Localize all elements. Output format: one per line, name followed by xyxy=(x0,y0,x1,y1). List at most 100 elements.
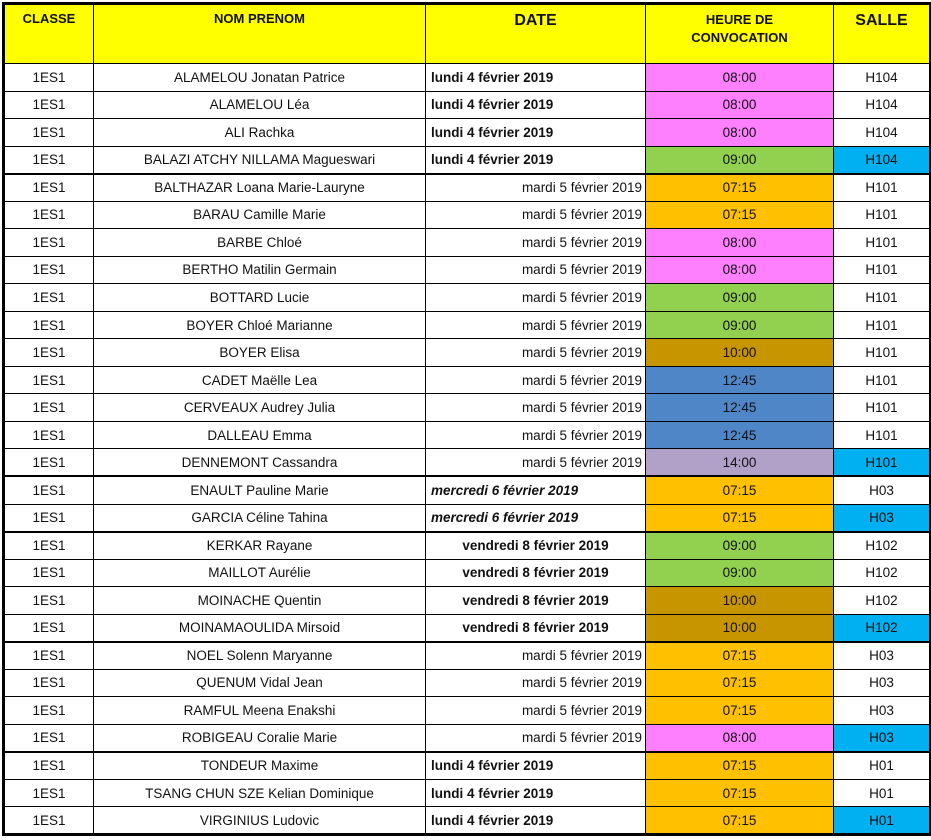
cell-classe: 1ES1 xyxy=(3,558,94,588)
cell-salle: H01 xyxy=(833,750,931,780)
cell-salle: H03 xyxy=(833,640,931,670)
cell-classe: 1ES1 xyxy=(3,586,94,615)
cell-nom: BOTTARD Lucie xyxy=(93,283,426,312)
cell-heure: 08:00 xyxy=(645,118,834,147)
cell-salle: H101 xyxy=(833,310,931,340)
cell-salle: H102 xyxy=(833,586,931,615)
cell-classe: 1ES1 xyxy=(3,283,94,312)
cell-salle: H03 xyxy=(833,503,931,533)
cell-heure: 09:00 xyxy=(645,283,834,312)
cell-date: mardi 5 février 2019 xyxy=(425,365,646,395)
cell-heure: 09:00 xyxy=(645,530,834,560)
cell-salle: H102 xyxy=(833,558,931,588)
cell-classe: 1ES1 xyxy=(3,420,94,450)
table-row: 1ES1 MOINAMAOULIDA Mirsoid vendredi 8 févr… xyxy=(3,613,931,643)
table-row: 1ES1 VIRGINIUS Ludovic lundi 4 février 201… xyxy=(3,806,931,835)
cell-nom: BALTHAZAR Loana Marie-Lauryne xyxy=(93,172,426,202)
cell-nom: RAMFUL Meena Enakshi xyxy=(93,696,426,725)
cell-heure: 07:15 xyxy=(645,778,834,808)
table-row: 1ES1 BERTHO Matilin Germain mardi 5 févrie… xyxy=(3,255,931,285)
cell-date: mardi 5 février 2019 xyxy=(425,668,646,698)
cell-salle: H101 xyxy=(833,255,931,285)
cell-salle: H101 xyxy=(833,393,931,422)
cell-heure: 08:00 xyxy=(645,63,834,92)
cell-heure: 09:00 xyxy=(645,558,834,588)
cell-salle: H101 xyxy=(833,283,931,312)
cell-nom: MAILLOT Aurélie xyxy=(93,558,426,588)
cell-date: mardi 5 février 2019 xyxy=(425,448,646,477)
cell-date: mardi 5 février 2019 xyxy=(425,310,646,340)
table-row: 1ES1 CERVEAUX Audrey Julia mardi 5 février… xyxy=(3,393,931,422)
column-header-date: DATE xyxy=(425,3,646,64)
column-header-heure-de-convocation: HEURE DE CONVOCATION xyxy=(645,3,834,64)
cell-salle: H104 xyxy=(833,118,931,147)
cell-date: mardi 5 février 2019 xyxy=(425,338,646,367)
cell-date: vendredi 8 février 2019 xyxy=(425,613,646,643)
table-row: 1ES1 BARAU Camille Marie mardi 5 février 2… xyxy=(3,200,931,230)
table-row: 1ES1 ALAMELOU Léa lundi 4 février 2019 08:0… xyxy=(3,90,931,120)
cell-date: lundi 4 février 2019 xyxy=(425,806,646,835)
cell-date: mardi 5 février 2019 xyxy=(425,420,646,450)
cell-heure: 07:15 xyxy=(645,172,834,202)
column-header-salle: SALLE xyxy=(833,3,931,64)
cell-classe: 1ES1 xyxy=(3,255,94,285)
cell-heure: 07:15 xyxy=(645,475,834,505)
cell-heure: 12:45 xyxy=(645,420,834,450)
cell-classe: 1ES1 xyxy=(3,475,94,505)
cell-nom: ALAMELOU Jonatan Patrice xyxy=(93,63,426,92)
cell-heure: 08:00 xyxy=(645,90,834,120)
cell-heure: 08:00 xyxy=(645,723,834,753)
table-row: 1ES1 KERKAR Rayane vendredi 8 février 2019… xyxy=(3,530,931,560)
cell-classe: 1ES1 xyxy=(3,530,94,560)
cell-date: vendredi 8 février 2019 xyxy=(425,586,646,615)
cell-heure: 07:15 xyxy=(645,750,834,780)
cell-nom: QUENUM Vidal Jean xyxy=(93,668,426,698)
cell-classe: 1ES1 xyxy=(3,365,94,395)
table-row: 1ES1 CADET Maëlle Lea mardi 5 février 2019… xyxy=(3,365,931,395)
table-row: 1ES1 BOYER Elisa mardi 5 février 2019 10:00… xyxy=(3,338,931,367)
cell-classe: 1ES1 xyxy=(3,503,94,533)
cell-nom: DENNEMONT Cassandra xyxy=(93,448,426,477)
cell-classe: 1ES1 xyxy=(3,806,94,835)
cell-heure: 07:15 xyxy=(645,806,834,835)
cell-classe: 1ES1 xyxy=(3,338,94,367)
cell-nom: TSANG CHUN SZE Kelian Dominique xyxy=(93,778,426,808)
cell-nom: ALI Rachka xyxy=(93,118,426,147)
cell-salle: H104 xyxy=(833,90,931,120)
table-row: 1ES1 DALLEAU Emma mardi 5 février 2019 12:4… xyxy=(3,420,931,450)
cell-date: mercredi 6 février 2019 xyxy=(425,503,646,533)
cell-salle: H101 xyxy=(833,338,931,367)
cell-heure: 12:45 xyxy=(645,393,834,422)
cell-salle: H104 xyxy=(833,145,931,175)
table-row: 1ES1 MAILLOT Aurélie vendredi 8 février 20… xyxy=(3,558,931,588)
cell-nom: BARAU Camille Marie xyxy=(93,200,426,230)
cell-nom: BERTHO Matilin Germain xyxy=(93,255,426,285)
cell-nom: BARBE Chloé xyxy=(93,228,426,257)
cell-heure: 08:00 xyxy=(645,228,834,257)
cell-date: lundi 4 février 2019 xyxy=(425,63,646,92)
cell-nom: DALLEAU Emma xyxy=(93,420,426,450)
cell-salle: H101 xyxy=(833,420,931,450)
cell-heure: 09:00 xyxy=(645,310,834,340)
cell-heure: 07:15 xyxy=(645,200,834,230)
cell-heure: 10:00 xyxy=(645,613,834,643)
header-row: CLASSE NOM PRENOM DATE HEURE DE CONVOCAT… xyxy=(3,3,931,64)
cell-classe: 1ES1 xyxy=(3,750,94,780)
cell-nom: ENAULT Pauline Marie xyxy=(93,475,426,505)
cell-heure: 10:00 xyxy=(645,338,834,367)
table-row: 1ES1 BOTTARD Lucie mardi 5 février 2019 09:… xyxy=(3,283,931,312)
cell-classe: 1ES1 xyxy=(3,228,94,257)
column-header-heure-label: HEURE DE CONVOCATION xyxy=(691,12,788,45)
table-row: 1ES1 ALAMELOU Jonatan Patrice lundi 4 févr… xyxy=(3,63,931,92)
table-row: 1ES1 DENNEMONT Cassandra mardi 5 février 2… xyxy=(3,448,931,477)
cell-classe: 1ES1 xyxy=(3,63,94,92)
cell-heure: 07:15 xyxy=(645,668,834,698)
table-row: 1ES1 ROBIGEAU Coralie Marie mardi 5 févrie… xyxy=(3,723,931,753)
cell-salle: H01 xyxy=(833,806,931,835)
cell-classe: 1ES1 xyxy=(3,668,94,698)
table-row: 1ES1 BALAZI ATCHY NILLAMA Magueswari lundi… xyxy=(3,145,931,175)
cell-nom: NOEL Solenn Maryanne xyxy=(93,640,426,670)
table-row: 1ES1 GARCIA Céline Tahina mercredi 6 févri… xyxy=(3,503,931,533)
cell-classe: 1ES1 xyxy=(3,200,94,230)
